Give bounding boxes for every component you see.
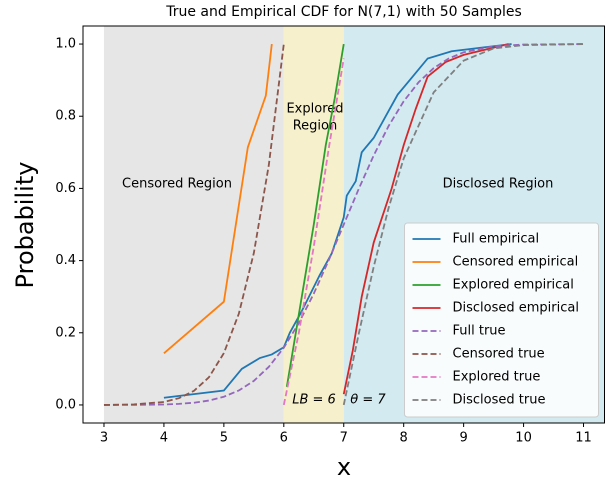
series-line (342, 43, 584, 406)
y-tick-label: 0.2 (55, 325, 76, 340)
x-tick-label: 9 (459, 431, 467, 446)
x-tick-label: 4 (160, 431, 168, 446)
y-axis-label: Probability (11, 162, 39, 289)
y-tick-label: 0.4 (55, 253, 76, 268)
legend-label: Full true (453, 324, 506, 339)
annotation: Censored Region (122, 177, 232, 192)
annotation: Region (293, 119, 338, 134)
x-tick-label: 6 (280, 431, 288, 446)
legend-label: Censored empirical (453, 255, 579, 270)
series-line (163, 43, 512, 399)
legend-label: Disclosed empirical (453, 301, 579, 316)
series-line (342, 43, 509, 395)
chart-title: True and Empirical CDF for N(7,1) with 5… (165, 4, 522, 20)
series-line (103, 43, 584, 406)
series-line (103, 43, 285, 406)
x-tick-label: 3 (100, 431, 108, 446)
legend-label: Disclosed true (453, 393, 546, 408)
series-line (285, 43, 345, 388)
legend-label: Censored true (453, 347, 545, 362)
legend-label: Explored true (453, 370, 541, 385)
series-line (282, 58, 345, 406)
x-axis-label: x (337, 453, 351, 481)
region-span (103, 26, 284, 423)
annotation: LB = 6 (292, 393, 336, 408)
x-tick-label: 8 (400, 431, 408, 446)
x-tick-label: 7 (340, 431, 348, 446)
legend-label: Explored empirical (453, 278, 574, 293)
series-line (163, 43, 273, 355)
y-tick-label: 1.0 (55, 37, 76, 52)
annotation: Disclosed Region (443, 177, 554, 192)
legend-label: Full empirical (453, 232, 540, 247)
x-tick-label: 5 (220, 431, 228, 446)
legend: Full empirical Censored empirical Explored… (404, 222, 599, 418)
x-tick-label: 11 (575, 431, 592, 446)
legend-box (404, 222, 599, 418)
x-tick-label: 10 (515, 431, 532, 446)
annotation: Explored (286, 102, 343, 117)
y-tick-label: 0.8 (55, 109, 76, 124)
annotation: θ = 7 (350, 393, 386, 408)
y-tick-label: 0.0 (55, 397, 76, 412)
y-tick-label: 0.6 (55, 181, 76, 196)
